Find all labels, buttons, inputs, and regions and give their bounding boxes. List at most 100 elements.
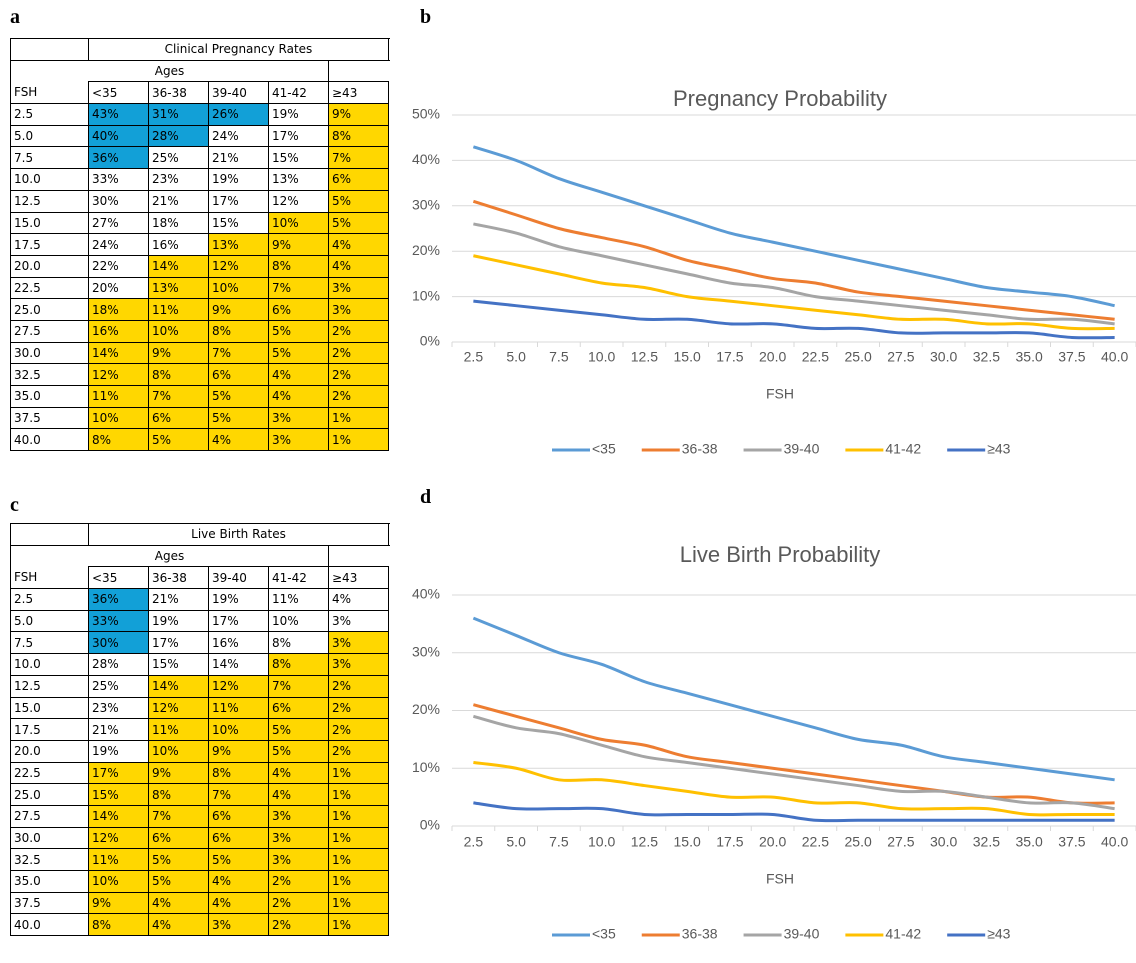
cell: 11% [148, 298, 209, 321]
row-header: 32.5 [10, 848, 89, 871]
cell: 28% [88, 653, 149, 676]
table-row: 7.5 30% 17% 16% 8% 3% [10, 631, 389, 655]
cell: 4% [148, 913, 209, 937]
cell: 1% [328, 406, 389, 430]
panel-label: c [10, 494, 19, 516]
cell: 4% [208, 891, 269, 915]
row-header: 40.0 [10, 913, 89, 937]
row-header: 12.5 [10, 189, 89, 213]
cell: 12% [88, 826, 149, 850]
column-header: ≥43 [328, 566, 389, 590]
cell: 9% [208, 739, 269, 763]
x-tick-label: 10.0 [588, 834, 615, 850]
cell: 22% [88, 254, 149, 278]
cell: 1% [328, 804, 389, 828]
cell: 3% [328, 631, 389, 655]
x-tick-label: 20.0 [759, 349, 786, 365]
cell: 2% [328, 718, 389, 741]
cell: 2% [268, 913, 329, 937]
cell: 8% [88, 428, 149, 452]
y-tick-label: 20% [412, 242, 440, 258]
cell: 2% [328, 341, 389, 365]
x-tick-label: 12.5 [631, 349, 658, 365]
cell: 4% [268, 783, 329, 806]
cell: 1% [328, 761, 389, 785]
x-tick-label: 7.5 [549, 834, 569, 850]
cell: 5% [328, 189, 389, 213]
cell: 30% [88, 189, 149, 213]
cell: 3% [268, 848, 329, 871]
cell: 3% [268, 804, 329, 828]
row-header: 35.0 [10, 385, 89, 408]
column-header: 39-40 [208, 81, 269, 105]
y-tick-label: 30% [412, 643, 440, 659]
cell: 6% [208, 826, 269, 850]
cell: 2% [268, 870, 329, 893]
table-row: 20.0 19% 10% 9% 5% 2% [10, 739, 389, 763]
table-row: 17.5 24% 16% 13% 9% 4% [10, 233, 389, 256]
series-line [472, 616, 1115, 782]
cell: 13% [148, 276, 209, 300]
x-tick-label: 30.0 [930, 834, 957, 850]
row-header: 10.0 [10, 168, 89, 191]
data-table: Live Birth Rates Ages FSH <35 36-38 39-40 41-4… [10, 523, 389, 937]
column-header: <35 [88, 81, 149, 105]
cell: 26% [208, 103, 269, 126]
panel-label: d [420, 486, 432, 508]
cell: 19% [148, 609, 209, 633]
cell: 9% [268, 233, 329, 256]
series-line [473, 222, 1115, 326]
cell: 25% [88, 674, 149, 698]
y-tick-label: 10% [412, 287, 440, 303]
group-row: Ages [10, 59, 389, 82]
cell: 5% [148, 848, 209, 871]
row-header: 12.5 [10, 674, 89, 698]
table-row: 10.0 33% 23% 19% 13% 6% [10, 168, 389, 191]
y-tick-label: 10% [412, 759, 440, 775]
cell: 10% [208, 718, 269, 741]
cell: 1% [328, 783, 389, 806]
cell: 11% [88, 848, 149, 871]
cell: 30% [88, 631, 149, 655]
cell: 12% [208, 254, 269, 278]
series-line [473, 254, 1115, 331]
cell: 1% [328, 913, 389, 937]
cell: 12% [268, 189, 329, 213]
cell: 8% [148, 363, 209, 386]
x-tick-label: 15.0 [674, 834, 701, 850]
x-tick-label: 35.0 [1016, 834, 1043, 850]
cell: 20% [88, 276, 149, 300]
cell: 4% [328, 254, 389, 278]
cell: 17% [88, 761, 149, 785]
table-row: 20.0 22% 14% 12% 8% 4% [10, 254, 389, 278]
cell: 11% [208, 696, 269, 720]
cell: 3% [208, 913, 269, 937]
cell: 18% [88, 298, 149, 321]
table-row: 27.5 14% 7% 6% 3% 1% [10, 804, 389, 828]
cell: 15% [148, 653, 209, 676]
table-row: 22.5 20% 13% 10% 7% 3% [10, 276, 389, 300]
column-header: ≥43 [328, 81, 389, 105]
row-header: 27.5 [10, 804, 89, 828]
cell: 7% [328, 146, 389, 170]
y-tick-label: 50% [412, 106, 440, 122]
cell: 2% [328, 385, 389, 408]
table-row: 37.5 9% 4% 4% 2% 1% [10, 891, 389, 915]
row-header: 15.0 [10, 696, 89, 720]
cell: 36% [88, 588, 149, 611]
x-tick-label: 40.0 [1101, 834, 1128, 850]
cell: 36% [88, 146, 149, 170]
x-tick-label: 2.5 [464, 834, 484, 850]
cell: 6% [148, 406, 209, 430]
cell: 5% [208, 406, 269, 430]
cell: 3% [268, 428, 329, 452]
cell: 16% [88, 319, 149, 343]
table-row: 15.0 23% 12% 11% 6% 2% [10, 696, 389, 720]
y-tick-label: 40% [412, 151, 440, 167]
row-header: 40.0 [10, 428, 89, 452]
cell: 16% [148, 233, 209, 256]
table-row: 10.0 28% 15% 14% 8% 3% [10, 653, 389, 676]
column-header: 41-42 [268, 81, 329, 105]
cell: 10% [88, 870, 149, 893]
row-header: 37.5 [10, 891, 89, 915]
